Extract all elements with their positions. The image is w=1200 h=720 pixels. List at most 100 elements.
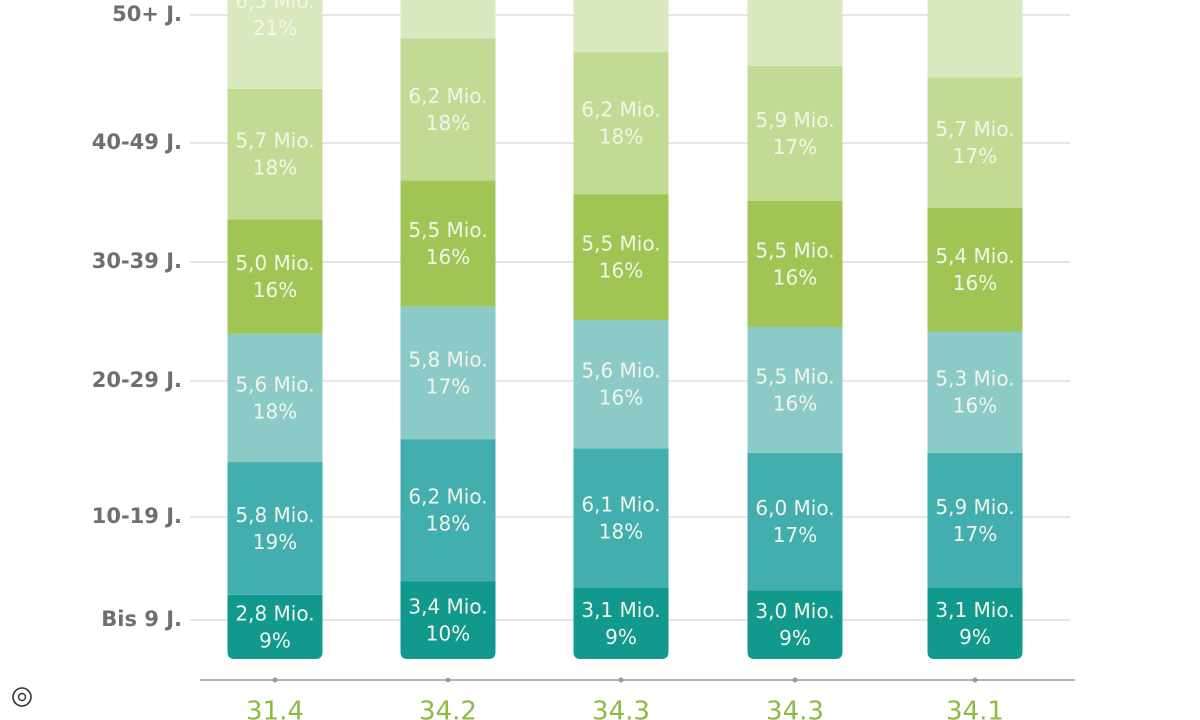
bar-segment bbox=[573, 320, 669, 449]
bar-segment bbox=[747, 65, 843, 201]
bar-segment bbox=[400, 306, 496, 440]
bar-segment bbox=[747, 452, 843, 591]
tick-dot bbox=[972, 677, 978, 683]
share-label: 16% bbox=[253, 278, 297, 302]
value-label: 2,8 Mio. bbox=[235, 601, 314, 625]
bar-segment bbox=[400, 38, 496, 181]
bar-segment bbox=[400, 581, 496, 659]
bar-segment bbox=[747, 201, 843, 327]
share-label: 16% bbox=[773, 391, 817, 415]
share-label: 18% bbox=[253, 399, 297, 423]
bar-segment bbox=[400, 0, 496, 39]
value-label: 5,5 Mio. bbox=[581, 232, 660, 256]
share-label: 17% bbox=[953, 144, 997, 168]
share-label: 25% bbox=[953, 0, 997, 3]
bar-segment bbox=[227, 594, 323, 659]
bar-segment bbox=[747, 590, 843, 659]
total-label: 31.4 bbox=[246, 697, 304, 720]
value-label: 5,7 Mio. bbox=[935, 117, 1014, 141]
value-label: 5,6 Mio. bbox=[581, 359, 660, 383]
bar-segment bbox=[927, 331, 1023, 453]
share-label: 16% bbox=[773, 265, 817, 289]
bar-segment bbox=[927, 0, 1023, 78]
share-label: 9% bbox=[259, 628, 291, 652]
tick-dot bbox=[272, 677, 278, 683]
share-label: 17% bbox=[773, 135, 817, 159]
value-label: 3,1 Mio. bbox=[581, 598, 660, 622]
bar-segment bbox=[927, 588, 1023, 659]
value-label: 6,2 Mio. bbox=[581, 98, 660, 122]
row-label: 50+ J. bbox=[112, 2, 182, 26]
value-label: 6,2 Mio. bbox=[408, 485, 487, 509]
value-label: 6,0 Mio. bbox=[755, 496, 834, 520]
share-label: 16% bbox=[953, 271, 997, 295]
share-label: 19% bbox=[253, 530, 297, 554]
bar-segment bbox=[227, 333, 323, 463]
tick-dot bbox=[792, 677, 798, 683]
row-label: 10-19 J. bbox=[92, 504, 182, 528]
share-label: 16% bbox=[953, 394, 997, 418]
share-label: 10% bbox=[426, 622, 470, 646]
value-label: 5,5 Mio. bbox=[408, 218, 487, 242]
tick-dot bbox=[618, 677, 624, 683]
share-label: 16% bbox=[599, 259, 643, 283]
total-label: 34.2 bbox=[419, 697, 477, 720]
share-label: 9% bbox=[605, 625, 637, 649]
row-label: 30-39 J. bbox=[92, 249, 182, 273]
value-label: 5,9 Mio. bbox=[935, 495, 1014, 519]
bar-segment bbox=[927, 452, 1023, 589]
share-label: 18% bbox=[426, 111, 470, 135]
bar-segment bbox=[747, 326, 843, 453]
share-label: 17% bbox=[953, 522, 997, 546]
value-label: 5,5 Mio. bbox=[755, 364, 834, 388]
value-label: 5,4 Mio. bbox=[935, 244, 1014, 268]
bar-segment bbox=[573, 0, 669, 53]
bar-segment bbox=[927, 77, 1023, 208]
row-label: Bis 9 J. bbox=[101, 607, 182, 631]
value-label: 5,9 Mio. bbox=[755, 108, 834, 132]
bar-segment bbox=[227, 88, 323, 220]
bar-segment bbox=[227, 462, 323, 595]
bar-segment bbox=[400, 439, 496, 582]
bar-segment bbox=[747, 0, 843, 66]
value-label: 6,1 Mio. bbox=[581, 493, 660, 517]
value-label: 5,5 Mio. bbox=[755, 238, 834, 262]
bar-segment bbox=[573, 194, 669, 321]
value-label: 5,3 Mio. bbox=[935, 367, 1014, 391]
share-label: 17% bbox=[426, 374, 470, 398]
bar-segment bbox=[227, 219, 323, 334]
value-label: 6,5 Mio. bbox=[235, 0, 314, 13]
share-label: 21% bbox=[253, 16, 297, 40]
bar-segment bbox=[573, 52, 669, 195]
row-label: 40-49 J. bbox=[92, 130, 182, 154]
share-label: 16% bbox=[599, 386, 643, 410]
value-label: 5,8 Mio. bbox=[235, 503, 314, 527]
share-label: 18% bbox=[599, 125, 643, 149]
total-label: 34.3 bbox=[592, 697, 650, 720]
value-label: 3,4 Mio. bbox=[408, 595, 487, 619]
copyright-icon bbox=[12, 687, 32, 707]
bar-segment bbox=[927, 207, 1023, 332]
total-label: 34.1 bbox=[946, 697, 1004, 720]
value-label: 6,2 Mio. bbox=[408, 84, 487, 108]
value-label: 3,0 Mio. bbox=[755, 599, 834, 623]
bar-segment bbox=[227, 0, 323, 89]
row-label: 20-29 J. bbox=[92, 368, 182, 392]
share-label: 16% bbox=[426, 245, 470, 269]
share-label: 9% bbox=[779, 626, 811, 650]
total-label: 34.3 bbox=[766, 697, 824, 720]
value-label: 5,0 Mio. bbox=[235, 251, 314, 275]
value-label: 5,7 Mio. bbox=[235, 129, 314, 153]
bar-segment bbox=[400, 180, 496, 307]
share-label: 17% bbox=[773, 523, 817, 547]
share-label: 9% bbox=[959, 625, 991, 649]
value-label: 3,1 Mio. bbox=[935, 598, 1014, 622]
value-label: 5,8 Mio. bbox=[408, 347, 487, 371]
share-label: 18% bbox=[599, 520, 643, 544]
bar-segment bbox=[573, 448, 669, 589]
bar-segment bbox=[573, 588, 669, 659]
value-label: 5,6 Mio. bbox=[235, 372, 314, 396]
share-label: 18% bbox=[426, 512, 470, 536]
